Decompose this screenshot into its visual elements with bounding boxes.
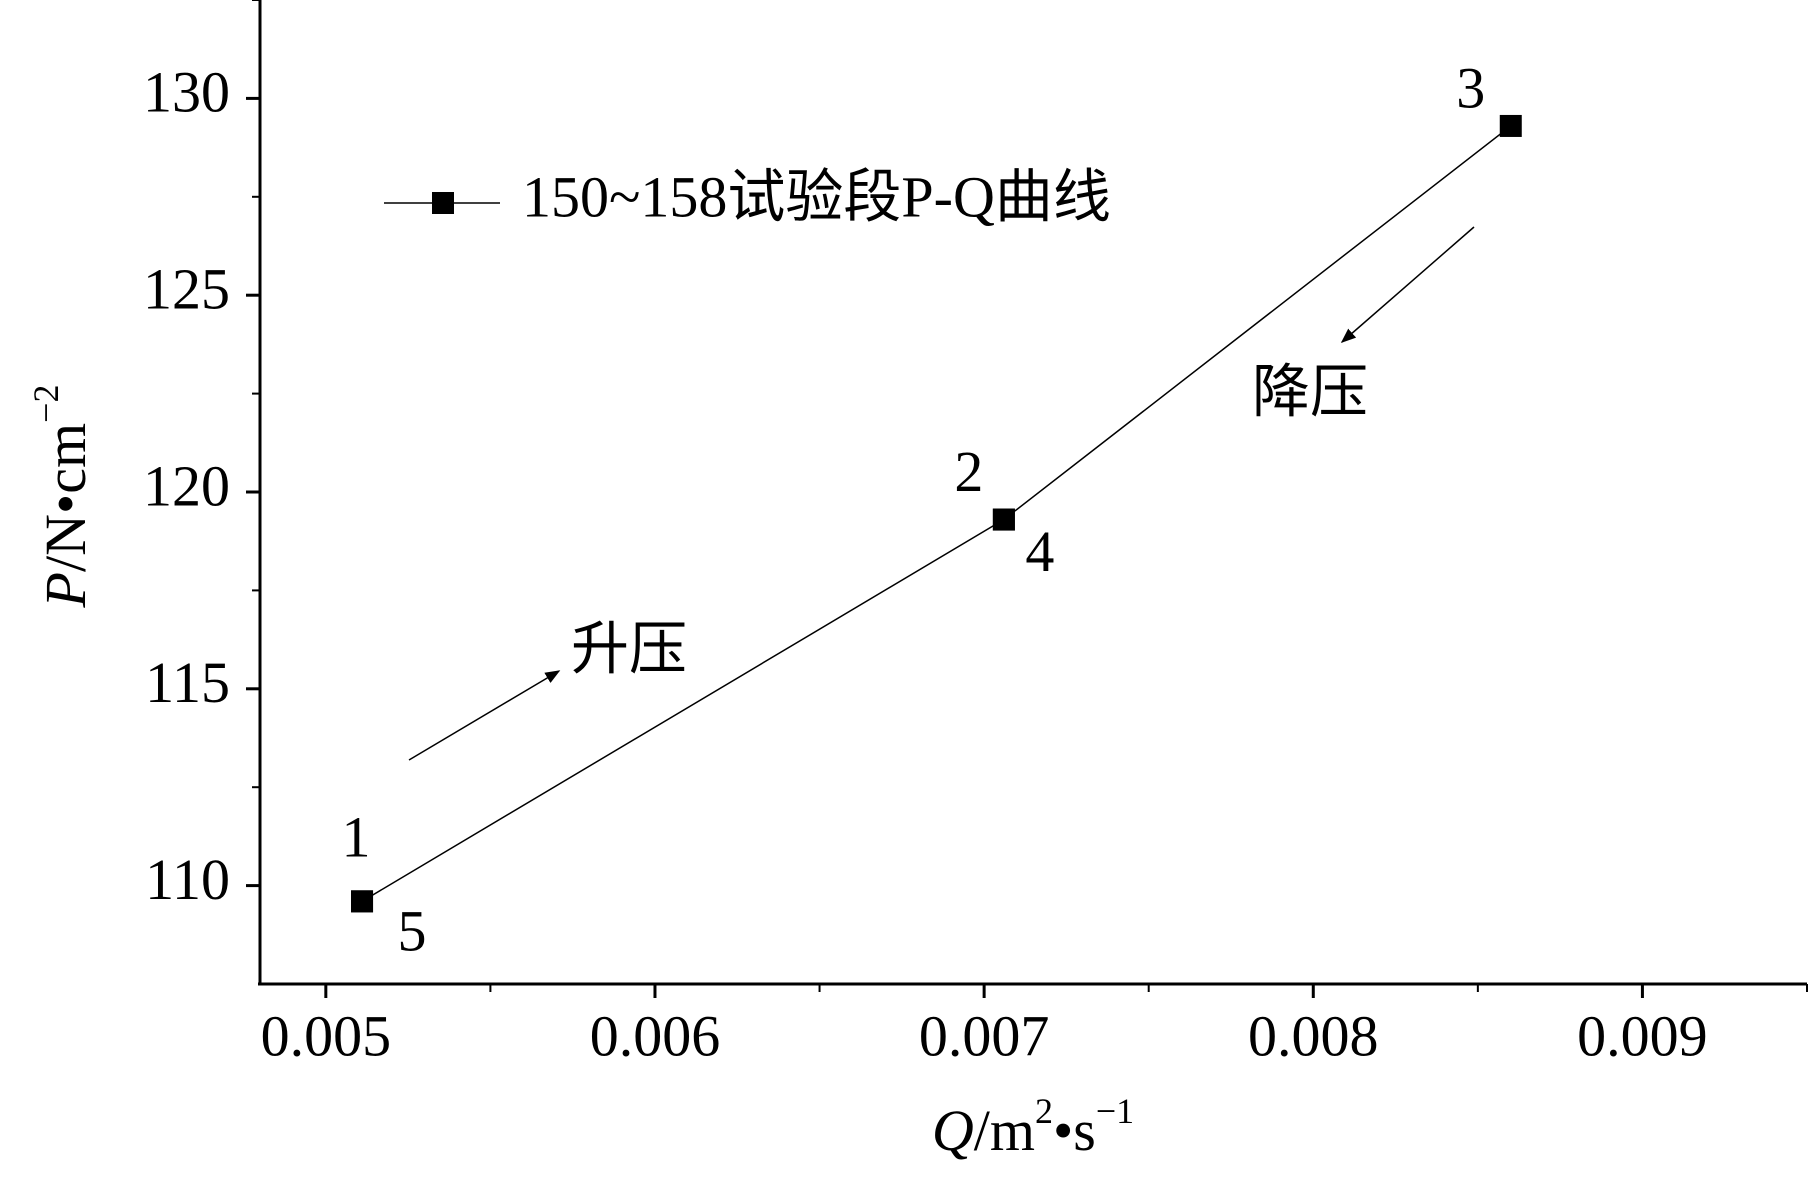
annotation-arrow — [1340, 226, 1475, 343]
annotation: 升压 — [571, 616, 687, 681]
point-label: 3 — [1456, 55, 1485, 120]
y-axis-label: P/N•cm−2 — [26, 385, 98, 609]
x-tick-label: 0.008 — [1248, 1003, 1379, 1068]
point-label: 5 — [398, 899, 427, 964]
annotation-arrow — [408, 670, 561, 761]
y-tick-label: 110 — [145, 847, 230, 912]
point-label: 1 — [342, 805, 371, 870]
y-tick-label: 130 — [143, 60, 230, 125]
x-axis-label: Q/m2•s−1 — [932, 1091, 1134, 1163]
point-label: 2 — [954, 439, 983, 504]
annotation: 降压 — [1252, 359, 1368, 424]
point-marker — [351, 890, 374, 913]
point-label: 4 — [1025, 519, 1054, 584]
legend-marker — [432, 192, 454, 214]
legend-label: 150~158试验段P-Q曲线 — [522, 164, 1111, 229]
point-marker — [992, 508, 1015, 531]
series-line — [361, 125, 1512, 902]
y-tick-label: 125 — [143, 257, 230, 322]
y-tick-label: 115 — [145, 650, 230, 715]
x-tick-label: 0.006 — [590, 1003, 721, 1068]
point-marker — [1499, 114, 1522, 137]
x-tick-label: 0.009 — [1577, 1003, 1708, 1068]
x-tick-label: 0.005 — [261, 1003, 392, 1068]
x-tick-label: 0.007 — [919, 1003, 1050, 1068]
y-tick-label: 120 — [143, 453, 230, 518]
